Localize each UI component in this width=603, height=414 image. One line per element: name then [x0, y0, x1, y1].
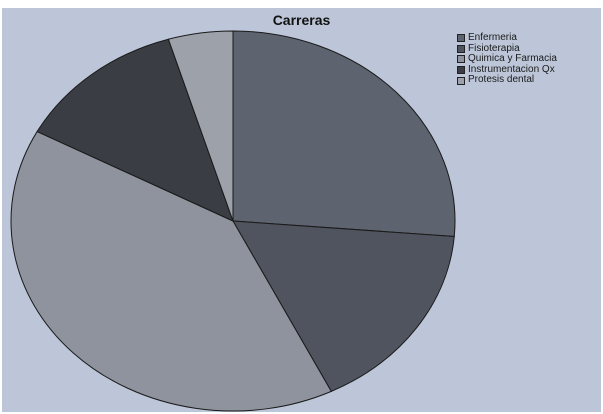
pie-slice-quimica-y-farmacia [10, 130, 333, 412]
legend-item: Enfermeria [457, 32, 557, 44]
legend-swatch [457, 76, 465, 85]
pie-slice-protesis-dental [167, 30, 234, 222]
chart-legend: Enfermeria Fisioterapia Quimica y Farmacia… [457, 32, 557, 86]
legend-label: Protesis dental [468, 74, 535, 86]
legend-item: Quimica y Farmacia [457, 54, 557, 65]
legend-label: Fisioterapia [468, 42, 520, 54]
legend-swatch [457, 44, 465, 53]
legend-item: Instrumentacion Qx [457, 63, 557, 76]
legend-swatch [457, 66, 465, 75]
legend-label: Quimica y Farmacia [468, 53, 557, 65]
legend-item: Fisioterapia [457, 42, 557, 55]
legend-item: Protesis dental [457, 75, 557, 86]
legend-swatch [457, 34, 465, 43]
pie-slice-enfermeria [232, 30, 456, 238]
legend-label: Enfermeria [468, 32, 517, 43]
pie-slice-fisioterapia [232, 220, 455, 392]
legend-label: Instrumentacion Qx [468, 63, 555, 75]
legend-swatch [457, 55, 465, 64]
chart-title: Carreras [272, 12, 331, 28]
